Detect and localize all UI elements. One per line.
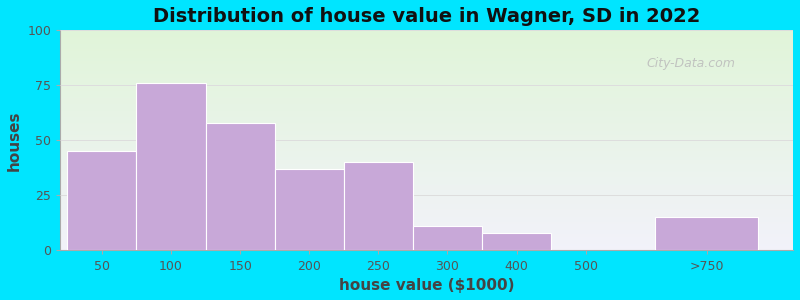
Bar xyxy=(206,123,274,250)
X-axis label: house value ($1000): house value ($1000) xyxy=(339,278,514,293)
Bar xyxy=(344,162,413,250)
Bar xyxy=(482,233,551,250)
Bar xyxy=(274,169,344,250)
Text: City-Data.com: City-Data.com xyxy=(646,57,735,70)
Bar xyxy=(655,218,758,250)
Title: Distribution of house value in Wagner, SD in 2022: Distribution of house value in Wagner, S… xyxy=(153,7,701,26)
Bar xyxy=(137,83,206,250)
Bar xyxy=(413,226,482,250)
Y-axis label: houses: houses xyxy=(7,110,22,171)
Bar xyxy=(67,152,137,250)
